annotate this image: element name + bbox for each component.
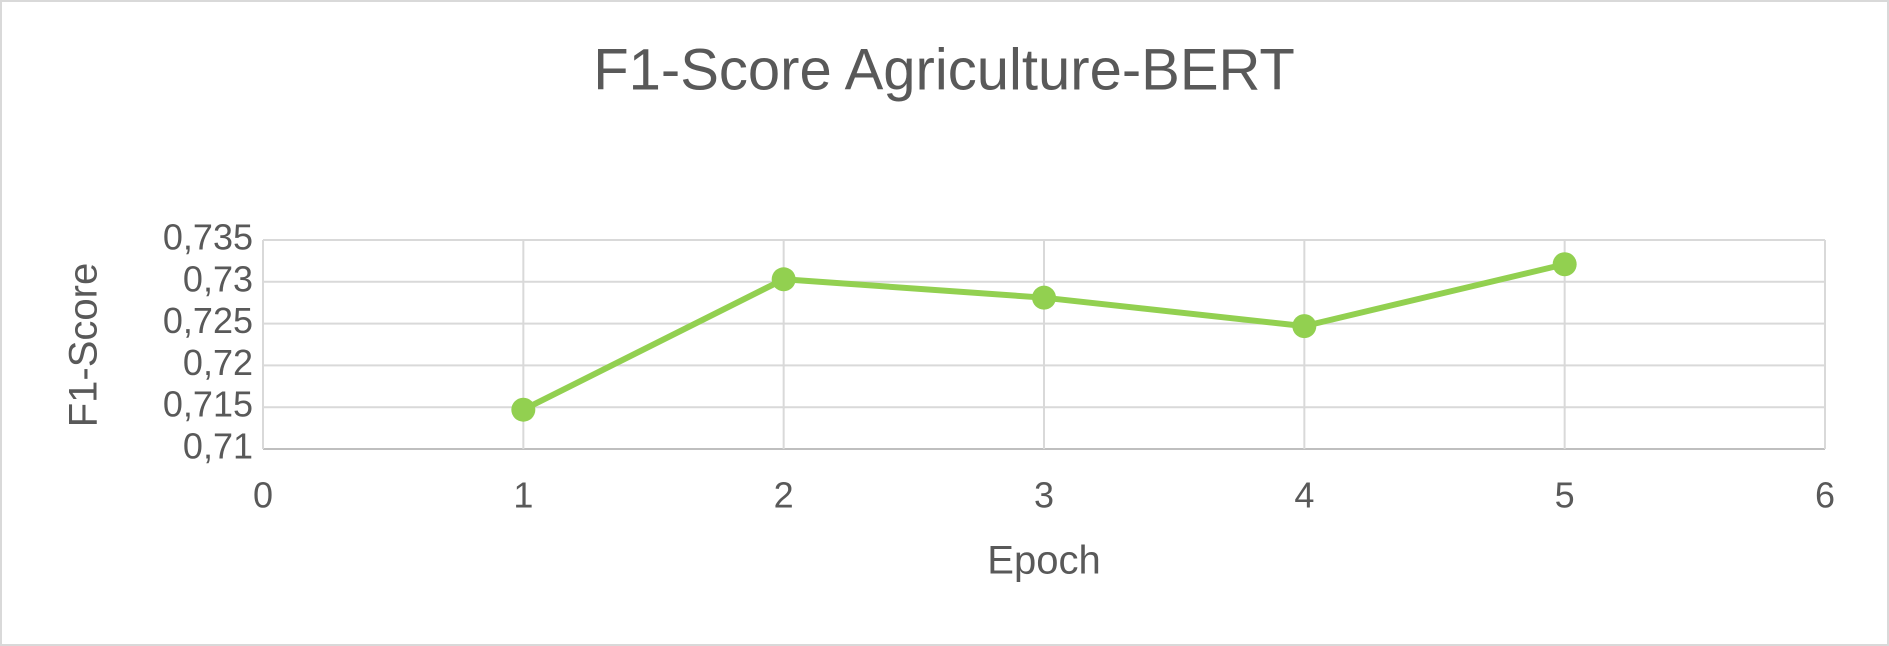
y-tick-label: 0,715 [163, 384, 253, 425]
y-tick-label: 0,71 [183, 426, 253, 467]
marker [1292, 314, 1317, 339]
marker [511, 397, 536, 422]
y-axis-label: F1-Score [62, 263, 106, 428]
y-tick-label: 0,73 [183, 258, 253, 299]
x-tick-label: 2 [774, 475, 794, 516]
x-tick-label: 5 [1555, 475, 1575, 516]
marker [771, 267, 796, 292]
marker [1032, 285, 1056, 310]
x-tick-label: 0 [253, 475, 273, 516]
x-tick-label: 4 [1294, 475, 1314, 516]
y-tick-label: 0,735 [163, 217, 253, 258]
marker [1552, 252, 1577, 277]
y-tick-label: 0,725 [163, 300, 253, 341]
x-tick-label: 1 [513, 475, 533, 516]
chart-title: F1-Score Agriculture-BERT [593, 37, 1295, 102]
y-tick-label: 0,72 [183, 342, 253, 383]
x-tick-label: 6 [1815, 475, 1835, 516]
x-axis-label: Epoch [987, 539, 1100, 583]
x-tick-label: 3 [1034, 475, 1054, 516]
